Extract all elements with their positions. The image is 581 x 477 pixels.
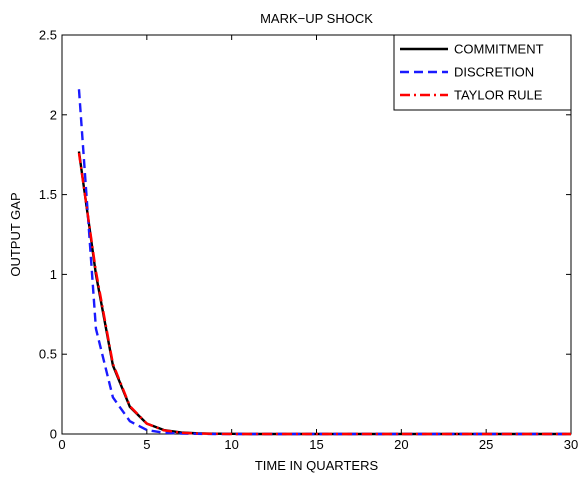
- y-axis-title: OUTPUT GAP: [8, 192, 23, 276]
- x-tick-label: 10: [224, 437, 238, 452]
- legend-label: DISCRETION: [454, 65, 534, 80]
- legend: COMMITMENT DISCRETION TAYLOR RULE: [393, 34, 572, 111]
- legend-box: [393, 34, 572, 111]
- y-tick-label: 2: [50, 107, 57, 122]
- y-tick-label: 1: [50, 267, 57, 282]
- legend-label: COMMITMENT: [454, 42, 544, 57]
- x-tick-label: 30: [564, 437, 578, 452]
- series-line-taylor-rule: [77, 152, 571, 436]
- x-tick-label: 0: [58, 437, 65, 452]
- series-lines: [77, 89, 571, 436]
- legend-items: COMMITMENT DISCRETION TAYLOR RULE: [400, 42, 544, 103]
- legend-label: TAYLOR RULE: [454, 88, 543, 103]
- x-tick-label: 25: [479, 437, 493, 452]
- y-tick-label: 0.5: [39, 347, 57, 362]
- series-line-discretion: [77, 89, 571, 436]
- y-tick-label: 2.5: [39, 28, 57, 43]
- axis-ticks: 0 5 10 15 20 25 30 0 0.5 1 1.5 2 2.5: [39, 28, 578, 453]
- y-tick-label: 0: [50, 427, 57, 442]
- x-tick-label: 5: [143, 437, 150, 452]
- x-axis-title: TIME IN QUARTERS: [255, 458, 379, 473]
- x-tick-label: 15: [309, 437, 323, 452]
- chart-title: MARK−UP SHOCK: [260, 11, 373, 26]
- y-tick-label: 1.5: [39, 187, 57, 202]
- x-tick-label: 20: [394, 437, 408, 452]
- series-line-commitment: [77, 151, 571, 436]
